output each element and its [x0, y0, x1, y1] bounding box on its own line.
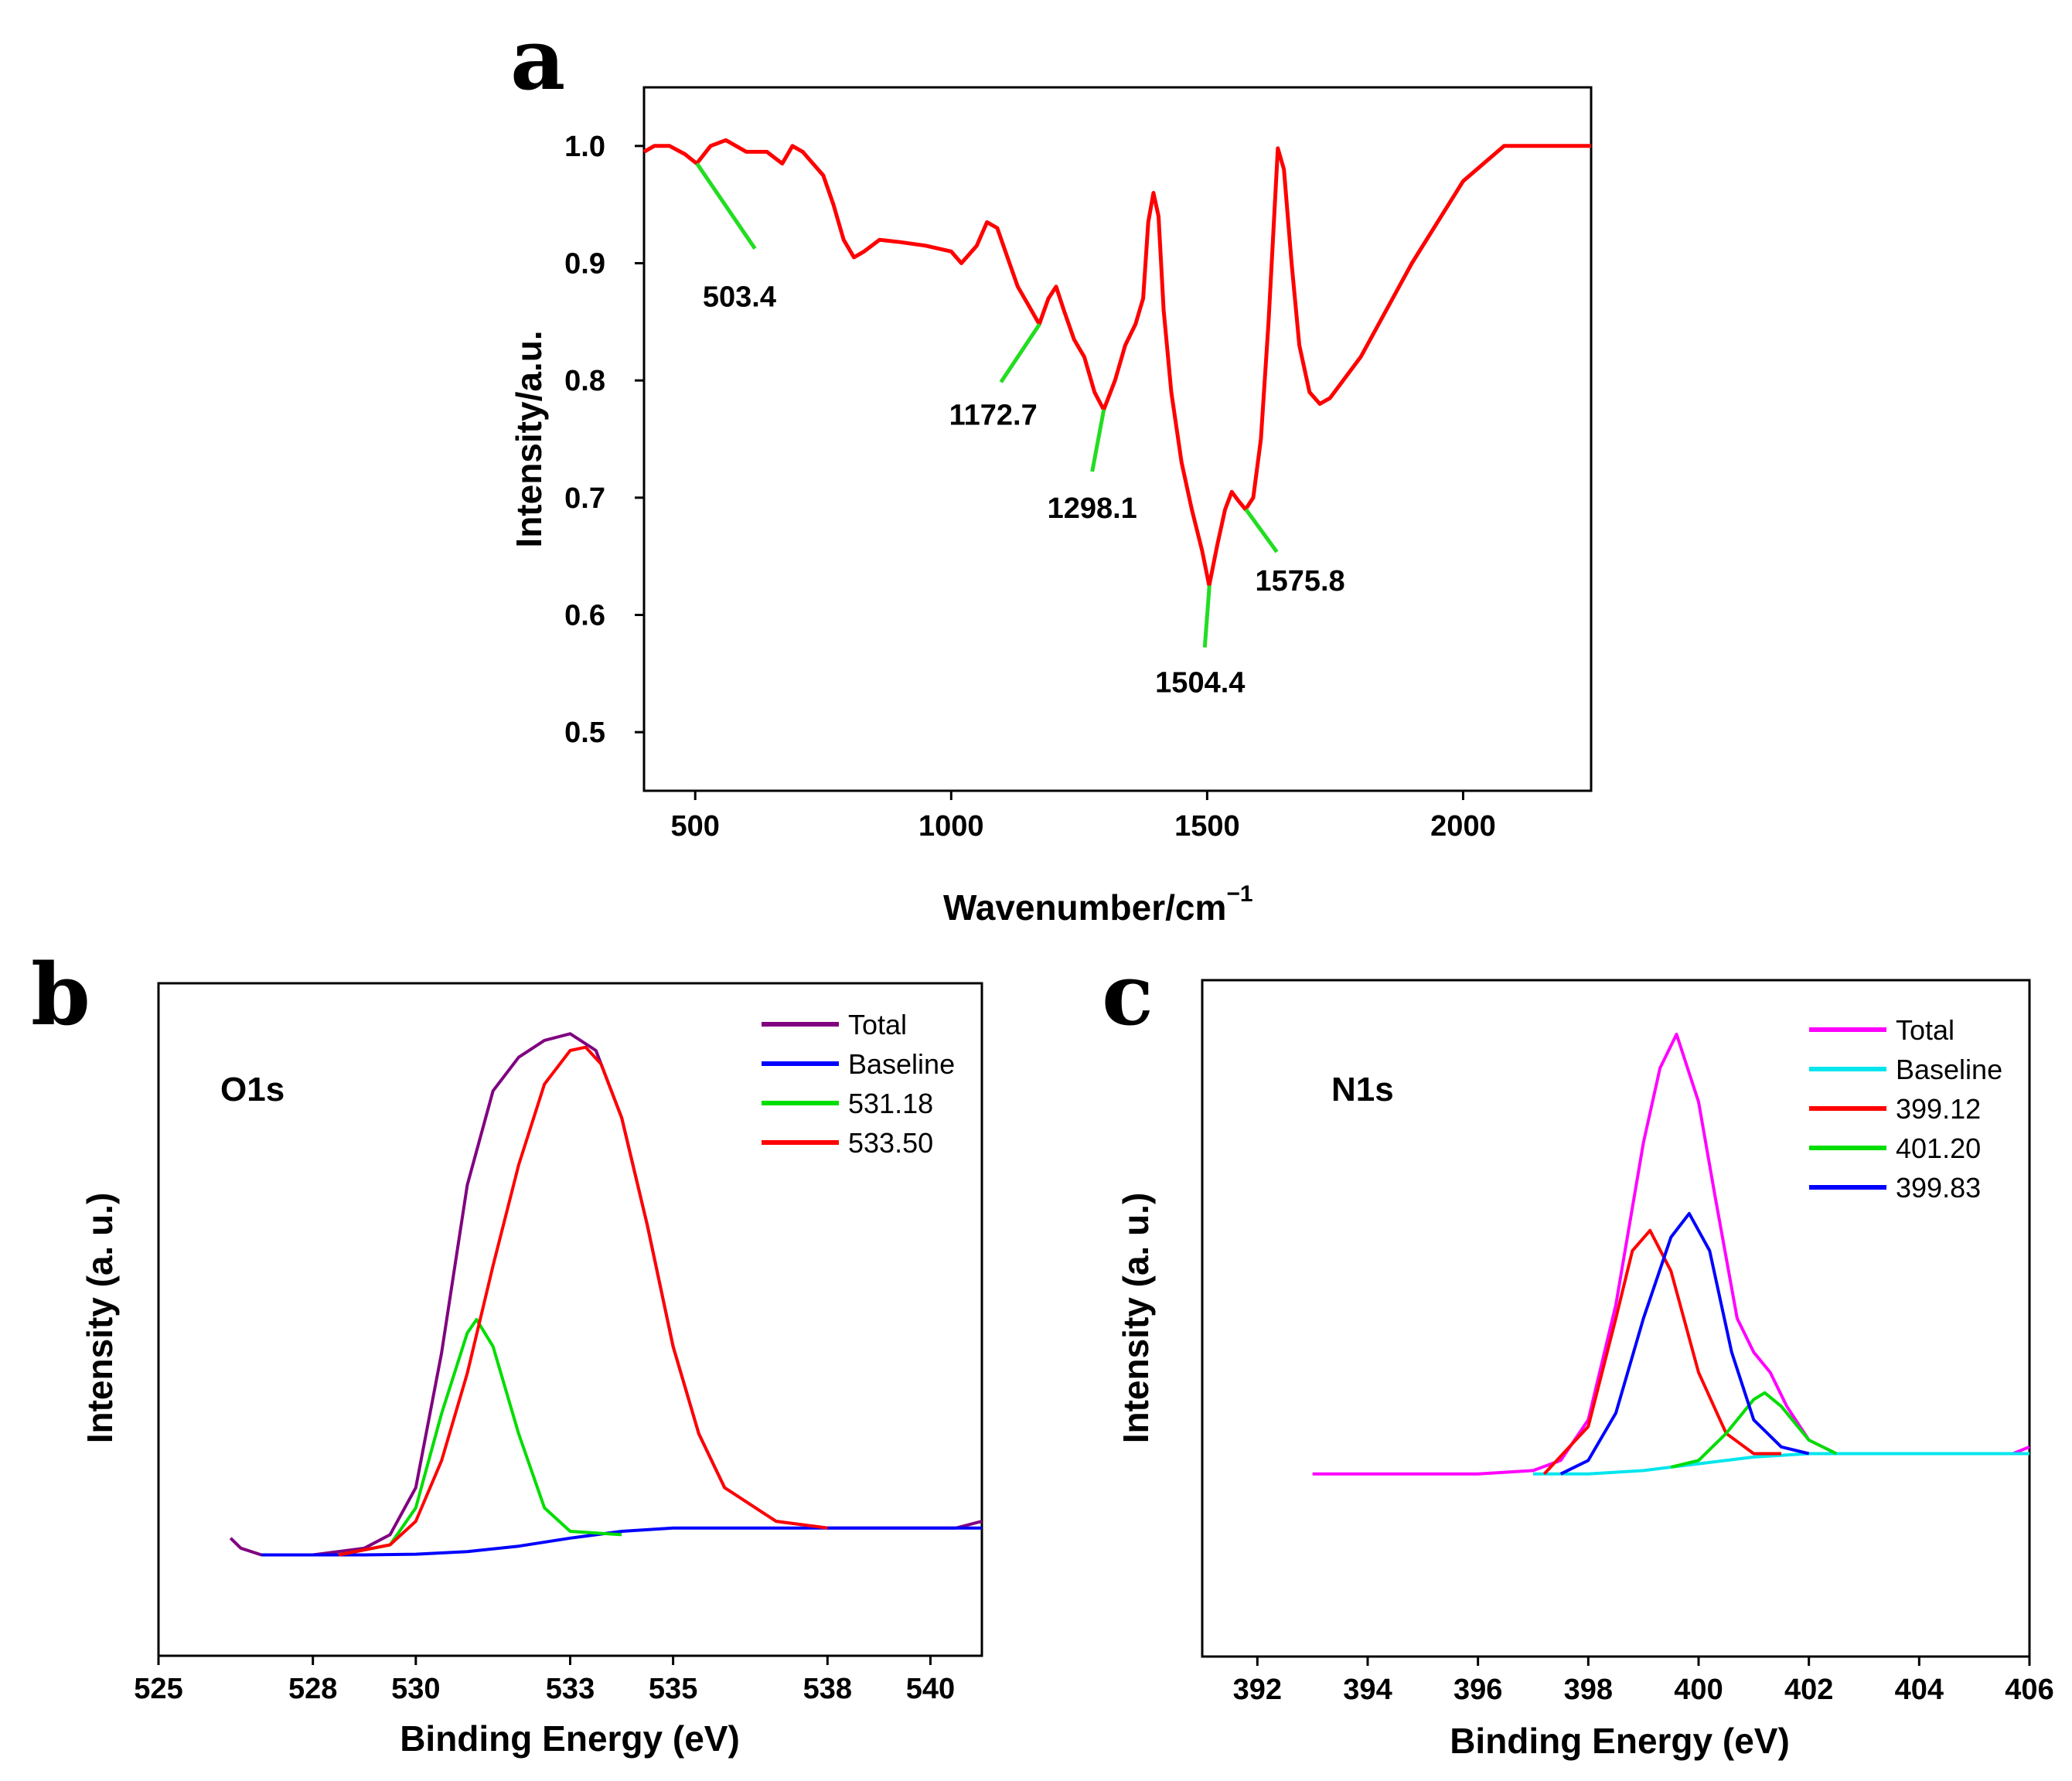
annotation-label: 1298.1 [1048, 492, 1137, 525]
ftir-xlabel-sup: −1 [1226, 881, 1252, 907]
x-tick-label: 2000 [1430, 810, 1496, 843]
x-tick-label: 396 [1453, 1674, 1502, 1706]
y-tick-label: 0.8 [564, 365, 605, 397]
x-tick-label: 394 [1343, 1674, 1392, 1706]
annotation-leader [695, 162, 757, 250]
n1s-chart: 392 394 396 398 400 402 404 406 N1s Total Baseli… [1116, 979, 2054, 1761]
panel-letter-c: c [1102, 945, 1154, 1044]
series-line-531-18 [338, 1318, 622, 1557]
x-tick-label: 404 [1895, 1674, 1944, 1706]
x-tick-label: 1000 [918, 810, 984, 843]
legend-label: 531.18 [848, 1088, 933, 1119]
panel-letter-b: b [31, 945, 90, 1044]
o1s-title: O1s [220, 1071, 285, 1108]
series-line-401-20 [1670, 1391, 1838, 1469]
n1s-xlabel: Binding Energy (eV) [1450, 1721, 1790, 1761]
x-tick-label: 525 [134, 1673, 182, 1705]
x-tick-label: 392 [1233, 1674, 1282, 1706]
annotation-leader [1244, 508, 1279, 553]
y-tick-label: 0.5 [564, 717, 605, 749]
series-line-baseline [261, 1526, 982, 1557]
ftir-chart: 500 1000 1500 2000 0.5 0.6 0.7 0.8 0.9 1.0 503.4 1… [509, 86, 1593, 928]
x-tick-label: 1500 [1174, 810, 1240, 843]
legend-label: 399.12 [1896, 1093, 1981, 1125]
legend-label: Baseline [1896, 1054, 2002, 1085]
series-line-533-50 [338, 1045, 828, 1557]
annotation-leader [1090, 409, 1106, 472]
annotation-label: 503.4 [703, 281, 776, 314]
annotation-leader [999, 322, 1041, 383]
annotation-label: 1172.7 [949, 399, 1038, 431]
o1s-legend: Total Baseline 531.18 533.50 [762, 1009, 955, 1159]
o1s-ylabel: Intensity (a. u.) [80, 1193, 120, 1444]
legend-label: 533.50 [848, 1127, 933, 1159]
o1s-ticks: 525 528 530 533 535 538 540 [134, 1656, 955, 1705]
ftir-xlabel-text: Wavenumber/cm [943, 887, 1226, 928]
x-tick-label: 400 [1674, 1674, 1723, 1706]
legend-label: 399.83 [1896, 1172, 1981, 1204]
x-tick-label: 402 [1784, 1674, 1833, 1706]
x-tick-label: 535 [649, 1673, 697, 1705]
n1s-lines [1312, 1033, 2030, 1476]
o1s-lines [229, 1032, 983, 1557]
x-tick-label: 533 [546, 1673, 595, 1705]
o1s-chart: 525 528 530 533 535 538 540 O1s Total Baseline 5… [80, 982, 983, 1759]
ftir-ticks: 500 1000 1500 2000 0.5 0.6 0.7 0.8 0.9 1.0 [564, 131, 1496, 843]
x-tick-label: 528 [288, 1673, 337, 1705]
legend-label: Total [1896, 1014, 1954, 1046]
x-tick-label: 540 [906, 1673, 955, 1705]
y-tick-label: 0.9 [564, 248, 605, 281]
n1s-ticks: 392 394 396 398 400 402 404 406 [1233, 1657, 2054, 1706]
y-tick-label: 0.7 [564, 482, 605, 515]
ftir-xlabel: Wavenumber/cm−1 [943, 881, 1253, 928]
n1s-title: N1s [1331, 1071, 1394, 1108]
legend-label: 401.20 [1896, 1132, 1981, 1164]
y-tick-label: 0.6 [564, 600, 605, 632]
x-tick-label: 500 [671, 810, 720, 843]
n1s-legend: Total Baseline 399.12 401.20 399.83 [1809, 1014, 2002, 1204]
series-line-399-12 [1542, 1228, 1781, 1476]
x-tick-label: 406 [2005, 1674, 2053, 1706]
annotation-leader [1202, 585, 1212, 648]
panel-letter-a: a [510, 9, 565, 109]
ftir-ylabel: Intensity/a.u. [509, 330, 549, 547]
annotation-label: 1504.4 [1155, 667, 1245, 700]
x-tick-label: 398 [1564, 1674, 1613, 1706]
y-tick-label: 1.0 [564, 131, 605, 163]
x-tick-label: 538 [803, 1673, 852, 1705]
x-tick-label: 530 [391, 1673, 440, 1705]
legend-label: Total [848, 1009, 907, 1040]
ftir-annotations: 503.4 1172.7 1298.1 1504.4 1575.8 [695, 162, 1345, 700]
series-line-399-83 [1559, 1211, 1810, 1476]
annotation-label: 1575.8 [1255, 565, 1344, 598]
o1s-xlabel: Binding Energy (eV) [400, 1718, 740, 1759]
ftir-plot-frame [642, 86, 1593, 792]
series-line-baseline [1533, 1452, 2029, 1476]
n1s-plot-frame [1201, 979, 2031, 1658]
n1s-ylabel: Intensity (a. u.) [1116, 1193, 1156, 1444]
legend-label: Baseline [848, 1048, 955, 1080]
